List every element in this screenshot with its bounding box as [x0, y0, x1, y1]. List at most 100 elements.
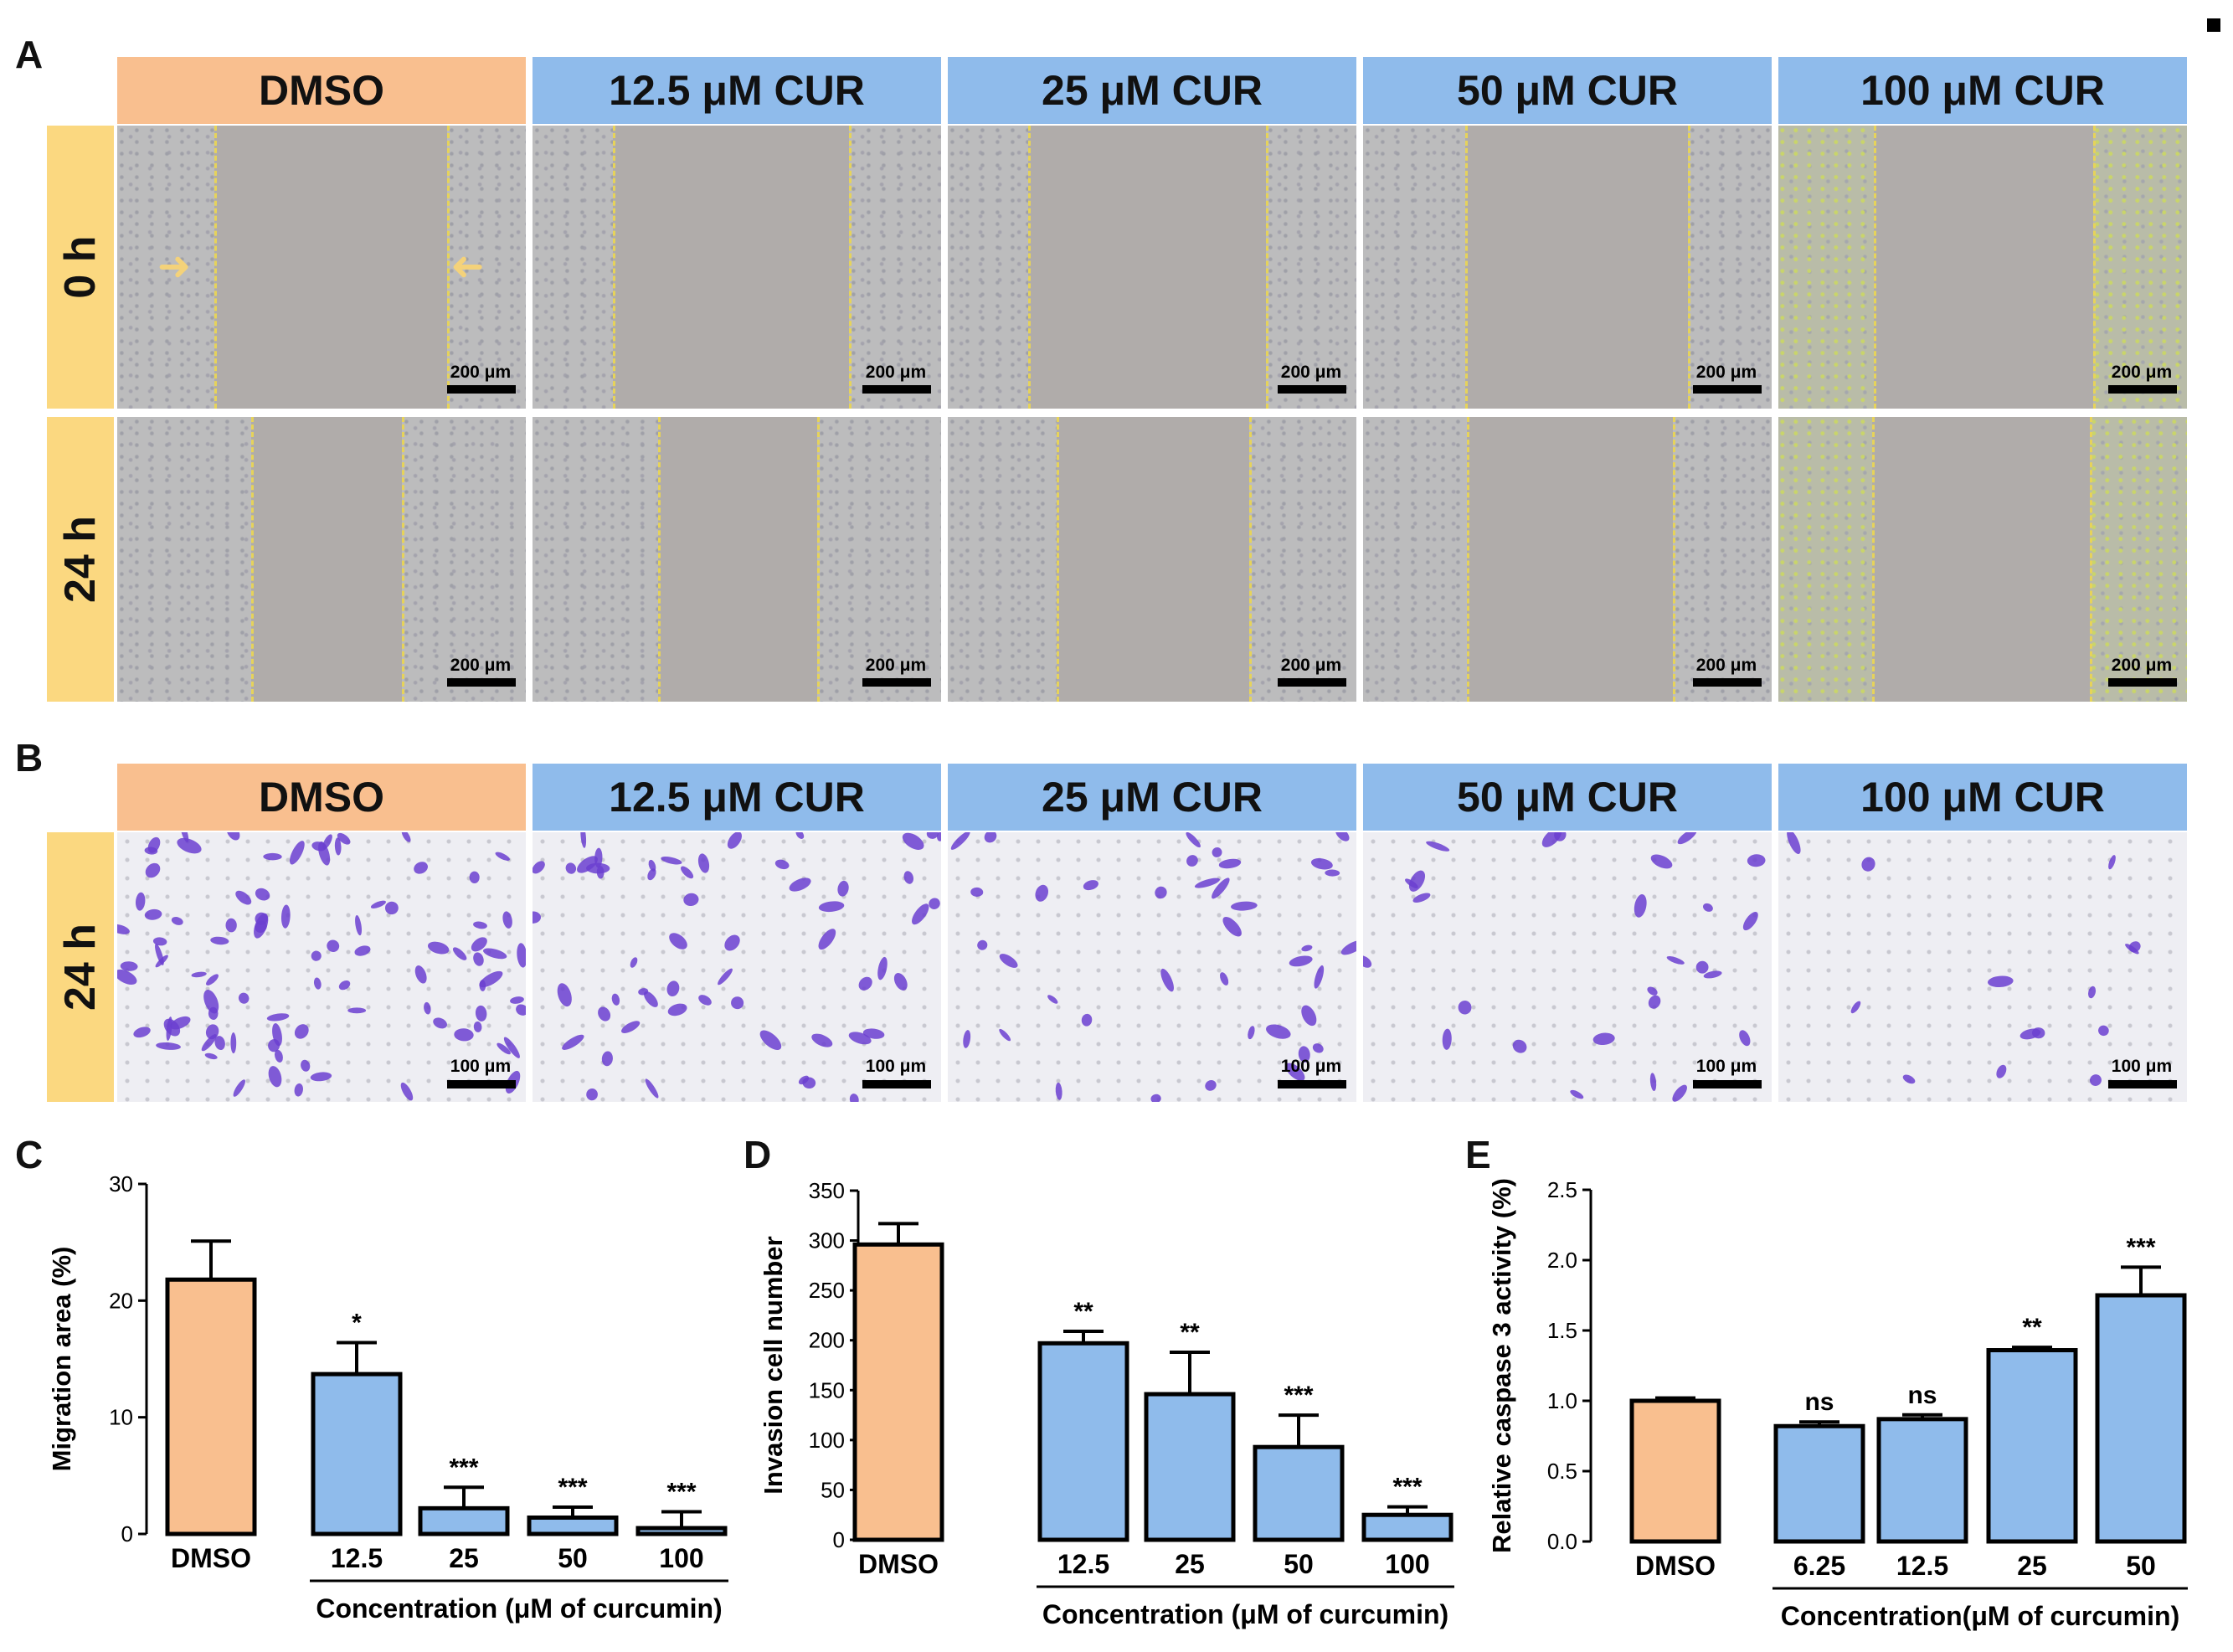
stained-cell [203, 990, 219, 1014]
stained-cell [473, 1021, 482, 1032]
significance-label: *** [1392, 1474, 1422, 1501]
arrow-right-icon: ➜ [157, 244, 192, 289]
header-50-b: 50 μM CUR [1363, 764, 1772, 831]
stained-cell [1666, 955, 1685, 965]
stained-cell [580, 832, 587, 848]
y-tick-label: 0.0 [1547, 1529, 1577, 1554]
significance-label: *** [2126, 1233, 2155, 1261]
x-axis-label: Concentration (μM of curcumin) [1042, 1599, 1448, 1629]
scale-bar-label: 200 μm [2111, 363, 2173, 382]
bar-25 [1986, 1348, 2078, 1544]
stained-cell [789, 877, 811, 892]
header-25: 25 μM CUR [948, 57, 1356, 124]
stained-cell [133, 1027, 151, 1038]
x-tick-label: DMSO [171, 1543, 251, 1573]
stained-cell [289, 841, 305, 865]
x-tick-label: 100 [659, 1543, 703, 1573]
cell-stain-layer [1363, 832, 1766, 1102]
stained-cell [475, 1005, 487, 1022]
stained-cell [802, 1077, 816, 1089]
stained-cell [621, 1021, 641, 1033]
stained-cell [1301, 1005, 1317, 1027]
stained-cell [210, 936, 229, 945]
stained-cell [424, 1001, 431, 1015]
cell-stain-layer [1787, 832, 2141, 1086]
header-12-5-b: 12.5 μM CUR [533, 764, 941, 831]
stained-cell [401, 832, 411, 842]
stained-cell [1850, 1001, 1861, 1014]
stained-cell [495, 852, 510, 861]
scale-bar-label: 200 μm [2111, 656, 2173, 675]
header-50: 50 μM CUR [1363, 57, 1772, 124]
stained-cell [893, 973, 908, 991]
y-tick-label: 300 [809, 1228, 845, 1253]
stained-cell [1155, 886, 1167, 899]
stained-cell [354, 945, 371, 956]
wound-image-50-24h: 200 μm [1363, 417, 1772, 702]
stained-cell [999, 954, 1018, 968]
stained-cell [586, 1088, 598, 1101]
stained-cell [338, 980, 351, 991]
bar-100 [635, 1526, 728, 1536]
stained-cell [1298, 1046, 1310, 1063]
stained-cell [517, 943, 526, 968]
stained-cell [294, 1024, 309, 1039]
stained-cell [818, 901, 845, 913]
scale-bar-label: 200 μm [450, 656, 512, 675]
stained-cell [1442, 1028, 1452, 1050]
stained-cell [774, 859, 790, 870]
stained-cell [848, 1032, 872, 1045]
stained-cell [163, 1018, 181, 1037]
panel-letter-d: D [743, 1133, 772, 1176]
scale-bar [447, 385, 516, 394]
stained-cell [683, 893, 699, 907]
stained-cell [400, 1082, 414, 1101]
stained-cell [1222, 916, 1242, 937]
stained-cell [1458, 1001, 1472, 1015]
stained-cell [984, 832, 997, 843]
stained-cell [1335, 832, 1350, 841]
y-axis-label: Migration area (%) [50, 1247, 76, 1472]
stained-cell [2108, 855, 2116, 870]
wound-image-dmso-24h: 200 μm [117, 417, 526, 702]
stained-cell [1677, 832, 1697, 845]
stained-cell [1325, 869, 1340, 877]
stained-cell [727, 832, 742, 849]
scale-bar [447, 1080, 516, 1088]
stained-cell [1186, 832, 1201, 848]
stained-cell [120, 961, 138, 971]
stained-cell [1212, 877, 1230, 899]
stained-cell [681, 866, 694, 879]
y-tick-label: 1.0 [1547, 1388, 1577, 1413]
wound-image-25-24h: 200 μm [948, 417, 1356, 702]
stained-cell [724, 934, 740, 951]
stained-cell [862, 1028, 885, 1039]
stained-cell [698, 995, 712, 1006]
bar-25 [1144, 1392, 1236, 1542]
y-tick-label: 0 [833, 1527, 845, 1552]
stained-cell [233, 1079, 245, 1097]
stained-cell [225, 918, 237, 933]
stained-cell [1212, 847, 1222, 857]
stained-cell [950, 832, 970, 850]
scale-bar-label: 200 μm [1280, 363, 1342, 382]
stained-cell [1987, 975, 2014, 988]
stained-cell [201, 1034, 217, 1052]
stained-cell [647, 868, 656, 881]
x-tick-label: 25 [449, 1543, 479, 1573]
y-tick-label: 20 [109, 1288, 133, 1313]
stained-cell [204, 1052, 218, 1060]
header-dmso-b: DMSO [117, 764, 526, 831]
bar-DMSO [852, 1242, 944, 1542]
stained-cell [1592, 1032, 1615, 1046]
scale-bar [862, 678, 931, 687]
wound-image-100-0h: 200 μm [1778, 126, 2187, 409]
y-tick-label: 150 [809, 1377, 845, 1402]
significance-label: ** [1073, 1298, 1093, 1325]
y-tick-label: 250 [809, 1278, 845, 1303]
stained-cell [877, 956, 888, 980]
x-tick-label: 50 [558, 1543, 588, 1573]
stained-cell [759, 1030, 782, 1051]
stained-cell [144, 908, 162, 920]
stained-cell [1702, 903, 1713, 912]
